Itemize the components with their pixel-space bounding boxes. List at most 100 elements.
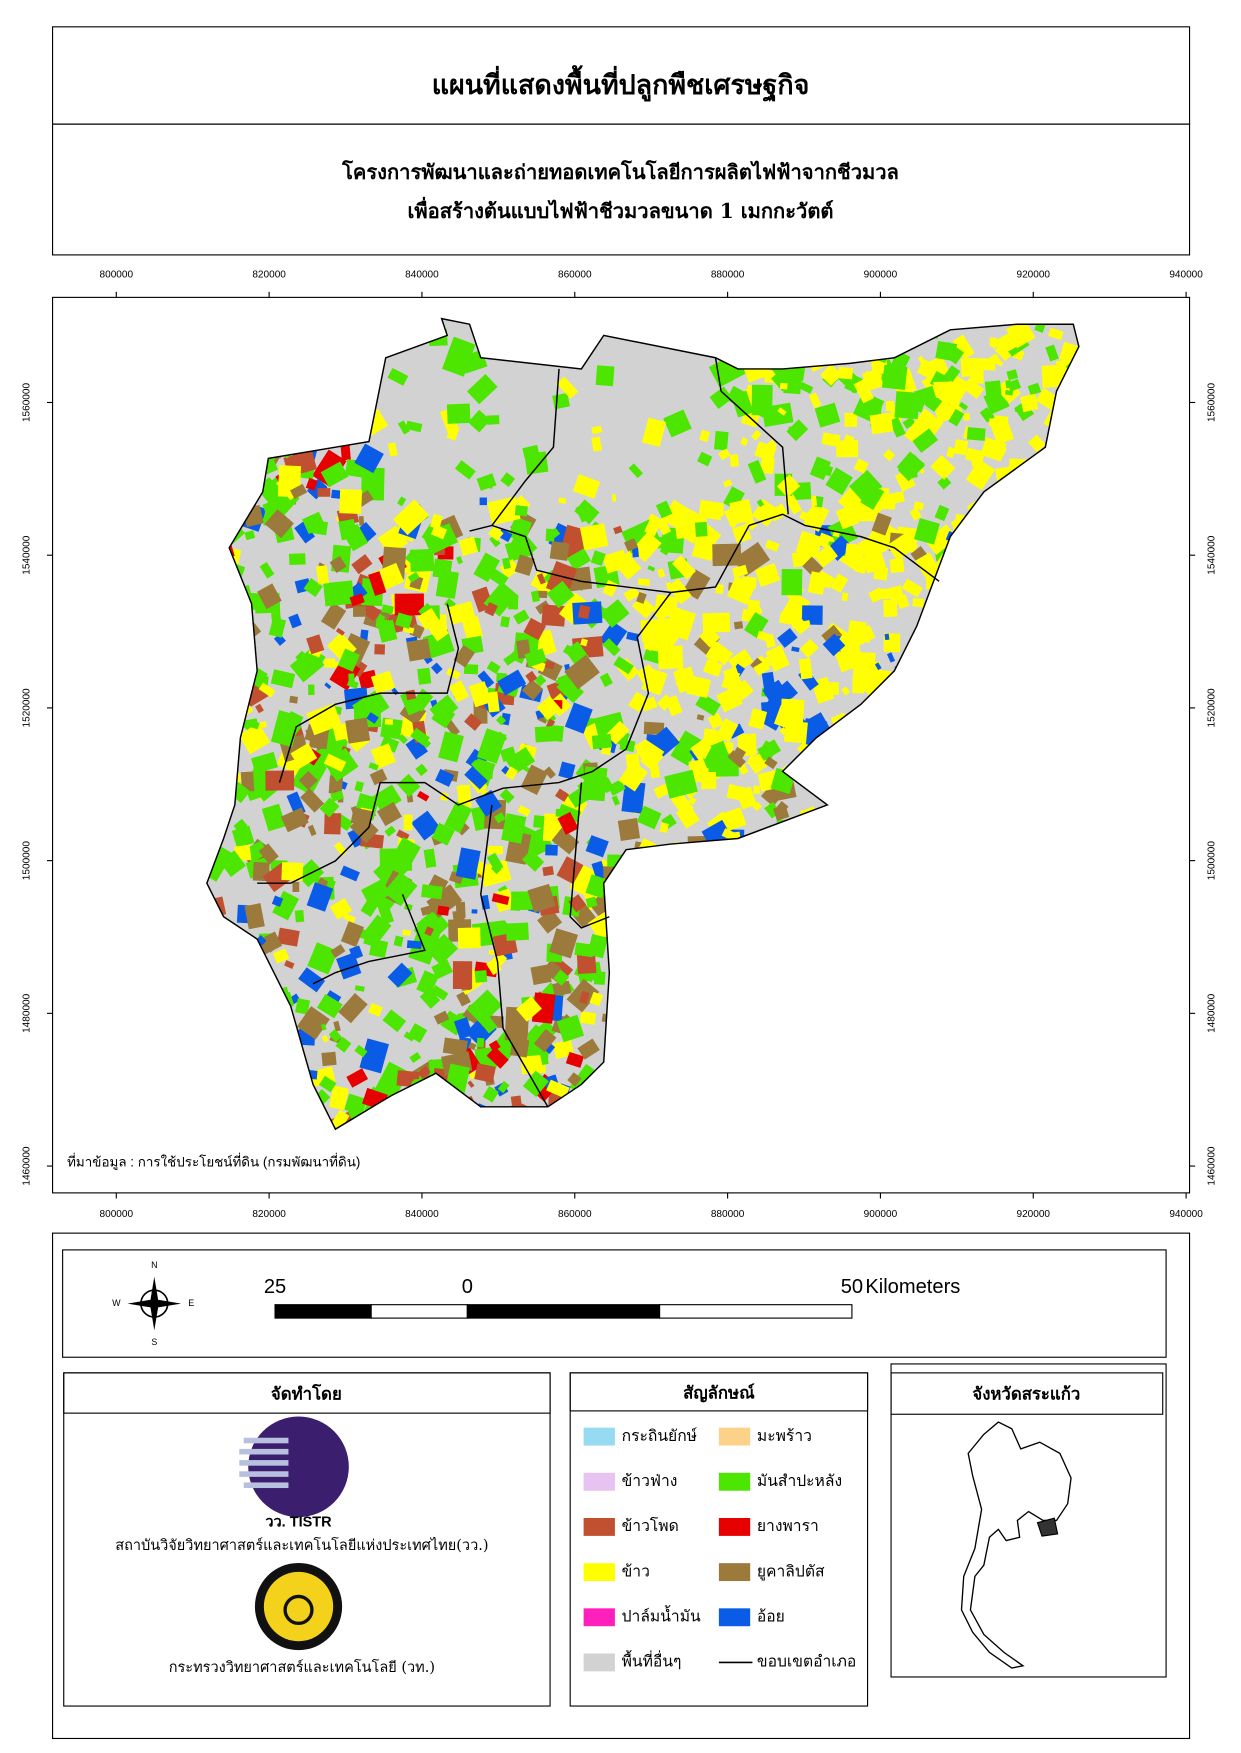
land-patch — [1016, 794, 1026, 803]
land-patch — [934, 909, 963, 935]
land-patch — [295, 650, 312, 667]
land-patch — [995, 465, 1027, 492]
land-patch — [1003, 619, 1033, 647]
land-patch — [907, 992, 919, 1011]
land-patch — [305, 319, 332, 346]
legend-title-box — [569, 1372, 869, 1412]
land-patch — [637, 578, 650, 586]
land-patch — [494, 812, 506, 824]
land-patch — [585, 835, 609, 858]
land-patch — [383, 871, 418, 907]
land-patch — [505, 747, 536, 775]
land-patch — [960, 1118, 976, 1130]
land-patch — [263, 938, 278, 953]
land-patch — [1040, 839, 1049, 848]
land-patch — [351, 554, 373, 575]
land-patch — [548, 527, 561, 540]
land-patch — [572, 474, 601, 499]
land-patch — [782, 1071, 800, 1087]
land-patch — [920, 916, 932, 927]
land-patch — [702, 626, 713, 638]
land-patch — [763, 1037, 798, 1068]
land-patch — [687, 1087, 719, 1116]
land-patch — [1040, 867, 1053, 881]
land-patch — [791, 622, 799, 630]
land-patch — [836, 780, 857, 796]
land-patch — [206, 1039, 224, 1062]
land-patch — [488, 1040, 501, 1052]
land-patch — [339, 488, 363, 514]
land-patch — [901, 578, 923, 598]
land-patch — [965, 903, 977, 916]
land-patch — [384, 825, 397, 837]
land-patch — [1020, 393, 1039, 413]
land-patch — [1020, 670, 1037, 687]
land-patch — [1030, 461, 1044, 474]
land-patch — [943, 1080, 957, 1094]
land-patch — [320, 1023, 327, 1031]
land-patch — [298, 770, 318, 791]
land-patch — [998, 874, 1010, 887]
land-patch — [546, 580, 575, 609]
land-patch — [886, 1103, 911, 1126]
land-patch — [783, 902, 806, 924]
land-patch — [325, 424, 344, 443]
land-patch — [302, 327, 333, 358]
land-patch — [746, 342, 770, 366]
land-patch — [880, 761, 896, 776]
land-patch — [846, 957, 860, 971]
land-patch — [745, 1115, 764, 1130]
land-patch — [619, 1109, 633, 1120]
land-patch — [841, 592, 849, 602]
land-patch — [730, 1084, 755, 1109]
logo-inner — [263, 1571, 334, 1642]
land-patch — [965, 447, 985, 464]
land-patch — [209, 372, 219, 383]
land-patch — [689, 962, 697, 970]
land-patch — [978, 1060, 994, 1076]
land-patch — [984, 380, 1002, 399]
land-patch — [263, 1073, 300, 1105]
land-patch — [987, 488, 999, 500]
land-patch — [1012, 772, 1040, 796]
land-patch — [948, 924, 968, 946]
land-patch — [259, 561, 275, 579]
land-patch — [794, 1106, 811, 1121]
land-patch — [240, 1055, 254, 1076]
land-patch — [1028, 670, 1039, 679]
land-patch — [695, 693, 721, 717]
land-patch — [934, 662, 955, 682]
logo-stripe — [239, 1471, 289, 1477]
land-patch — [471, 909, 478, 914]
land-patch — [878, 731, 894, 745]
land-patch — [703, 864, 734, 894]
scale-label: 0 — [462, 1276, 473, 1298]
land-patch — [280, 1054, 287, 1063]
land-patch — [964, 1091, 973, 1108]
land-patch — [729, 454, 739, 467]
land-patch — [1050, 487, 1078, 515]
land-patch — [1032, 1037, 1055, 1053]
land-patch — [946, 548, 969, 572]
land-patch — [244, 1010, 257, 1022]
land-patch — [805, 868, 817, 881]
land-patch — [468, 1042, 477, 1051]
land-patch — [795, 931, 805, 942]
land-patch — [841, 838, 868, 868]
land-patch — [948, 911, 972, 936]
land-patch — [329, 897, 353, 920]
land-patch — [751, 1040, 764, 1052]
land-patch — [339, 354, 366, 379]
land-patch — [1049, 967, 1075, 995]
land-patch — [495, 731, 508, 744]
land-patch — [438, 731, 464, 763]
land-patch — [836, 440, 859, 458]
land-patch — [989, 988, 1000, 999]
land-patch — [965, 956, 986, 978]
land-patch — [257, 583, 282, 610]
land-patch — [827, 749, 855, 773]
land-patch — [206, 710, 226, 732]
land-patch — [541, 604, 566, 627]
land-patch — [670, 730, 703, 766]
legend-swatch — [718, 1563, 751, 1582]
